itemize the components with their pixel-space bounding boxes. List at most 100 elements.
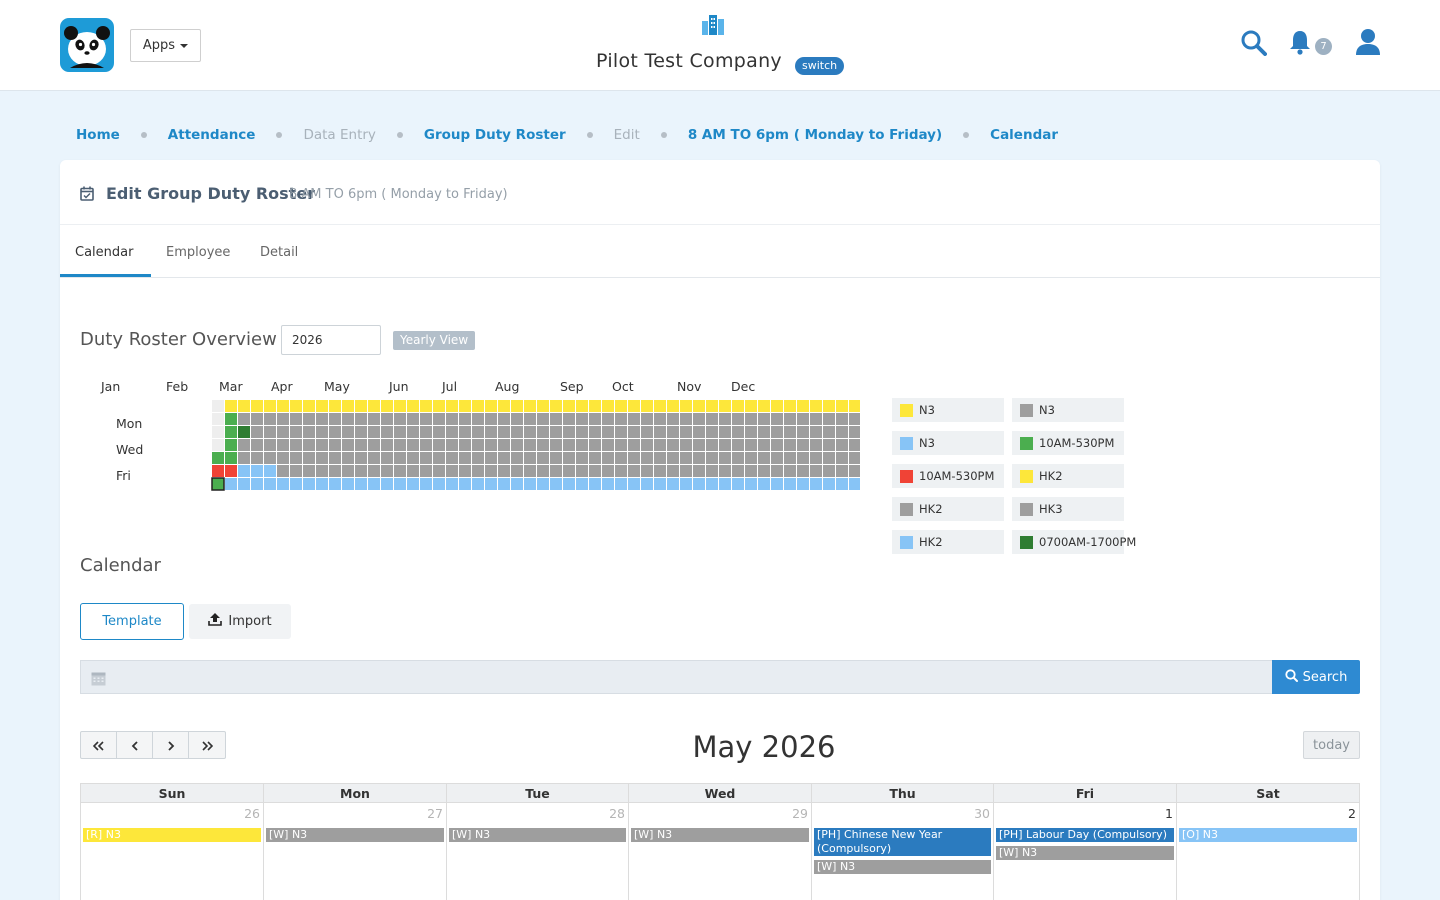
heatmap-day-cell xyxy=(576,400,588,412)
heatmap-day-cell xyxy=(602,400,614,412)
prev-year-button[interactable] xyxy=(81,732,117,758)
heatmap-day-cell xyxy=(537,478,549,490)
heatmap-day-cell xyxy=(459,426,471,438)
heatmap-day-cell xyxy=(485,452,497,464)
heatmap-day-cell xyxy=(797,426,809,438)
legend-label: HK2 xyxy=(919,502,943,516)
switch-company-button[interactable]: switch xyxy=(795,57,845,75)
company-name: Pilot Test Company xyxy=(596,50,782,72)
heatmap-day-cell xyxy=(225,452,237,464)
heatmap-day-cell xyxy=(524,478,536,490)
heatmap-day-cell xyxy=(797,439,809,451)
legend-swatch xyxy=(900,502,913,516)
legend-swatch xyxy=(1020,436,1033,450)
next-year-button[interactable] xyxy=(189,732,225,758)
heatmap-day-cell xyxy=(212,400,224,412)
heatmap-day-cell xyxy=(563,400,575,412)
heatmap-day-cell xyxy=(316,452,328,464)
heatmap-day-cell xyxy=(641,465,653,477)
heatmap-day-cell xyxy=(537,452,549,464)
heatmap-day-cell xyxy=(368,439,380,451)
breadcrumb-calendar[interactable]: Calendar xyxy=(990,127,1058,143)
calendar-event[interactable]: [W] N3 xyxy=(814,860,991,874)
calendar-day-cell[interactable]: 27 [W] N3 xyxy=(264,803,447,900)
next-month-button[interactable] xyxy=(153,732,189,758)
calendar-day-cell[interactable]: 2 [O] N3 xyxy=(1177,803,1359,900)
calendar-event[interactable]: [O] N3 xyxy=(1179,828,1357,842)
weekday-header: Fri xyxy=(994,784,1177,803)
year-input[interactable] xyxy=(281,325,381,355)
heatmap-day-cell xyxy=(667,413,679,425)
tab-detail[interactable]: Detail xyxy=(260,245,299,260)
heatmap-day-cell xyxy=(641,439,653,451)
calendar-event[interactable]: [W] N3 xyxy=(449,828,626,842)
heatmap-day-cell xyxy=(238,452,250,464)
calendar-day-cell[interactable]: 26 [R] N3 xyxy=(81,803,264,900)
heatmap-day-cell xyxy=(810,400,822,412)
heatmap-day-cell xyxy=(745,426,757,438)
calendar-day-cell[interactable]: 1 [PH] Labour Day (Compulsory) [W] N3 xyxy=(994,803,1177,900)
calendar-day-cell[interactable]: 28 [W] N3 xyxy=(447,803,629,900)
calendar-event[interactable]: [R] N3 xyxy=(83,828,261,842)
bell-icon[interactable] xyxy=(1289,29,1311,59)
heatmap-day-cell xyxy=(524,426,536,438)
user-icon[interactable] xyxy=(1355,28,1381,60)
breadcrumb-separator xyxy=(660,132,667,138)
heatmap-day-cell xyxy=(394,413,406,425)
calendar-event[interactable]: [W] N3 xyxy=(266,828,444,842)
search-button[interactable]: Search xyxy=(1272,660,1360,694)
prev-month-button[interactable] xyxy=(117,732,153,758)
breadcrumb-home[interactable]: Home xyxy=(76,127,120,143)
heatmap-day-cell xyxy=(758,426,770,438)
calendar-event[interactable]: [PH] Chinese New Year (Compulsory) xyxy=(814,828,991,856)
panda-logo-icon[interactable] xyxy=(60,18,114,72)
heatmap-day-cell xyxy=(316,439,328,451)
calendar-day-cell[interactable]: 30 [PH] Chinese New Year (Compulsory) [W] … xyxy=(812,803,994,900)
date-range-input[interactable] xyxy=(80,660,1272,694)
tab-employee[interactable]: Employee xyxy=(166,245,231,260)
heatmap-day-cell xyxy=(420,439,432,451)
calendar-event[interactable]: [W] N3 xyxy=(996,846,1174,860)
heatmap-day-cell xyxy=(251,478,263,490)
heatmap-day-cell xyxy=(693,452,705,464)
weekday-header: Mon xyxy=(264,784,447,803)
heatmap-day-cell xyxy=(823,413,835,425)
page-subtitle: 8 AM TO 6pm ( Monday to Friday) xyxy=(289,187,508,202)
heatmap-day-cell xyxy=(667,478,679,490)
heatmap-day-cell xyxy=(680,439,692,451)
heatmap-day-cell xyxy=(784,439,796,451)
heatmap-day-cell xyxy=(394,400,406,412)
breadcrumb-separator xyxy=(963,132,970,138)
legend-swatch xyxy=(1020,535,1033,549)
breadcrumb-roster-name[interactable]: 8 AM TO 6pm ( Monday to Friday) xyxy=(687,127,943,143)
heatmap-day-cell xyxy=(654,413,666,425)
calendar-event[interactable]: [W] N3 xyxy=(631,828,809,842)
month-label: Jul xyxy=(441,379,457,394)
heatmap-day-cell xyxy=(654,400,666,412)
template-button[interactable]: Template xyxy=(80,603,184,640)
heatmap-day-cell xyxy=(563,413,575,425)
heatmap-day-cell xyxy=(823,465,835,477)
heatmap-day-cell xyxy=(706,452,718,464)
legend-swatch xyxy=(1020,502,1033,516)
search-icon[interactable] xyxy=(1240,29,1267,60)
heatmap-day-cell xyxy=(615,465,627,477)
tab-calendar[interactable]: Calendar xyxy=(75,245,134,260)
heatmap-day-cell xyxy=(446,452,458,464)
heatmap-day-cell xyxy=(784,426,796,438)
legend-label: 10AM-530PM xyxy=(1039,436,1115,450)
heatmap-day-cell xyxy=(758,452,770,464)
heatmap-day-cell xyxy=(667,439,679,451)
calendar-event[interactable]: [PH] Labour Day (Compulsory) xyxy=(996,828,1174,842)
breadcrumb-attendance[interactable]: Attendance xyxy=(167,127,256,143)
search-label: Search xyxy=(1302,669,1348,685)
heatmap-day-cell xyxy=(498,478,510,490)
heatmap-day-cell xyxy=(238,439,250,451)
tab-bar: Calendar Employee Detail xyxy=(60,225,1380,278)
apps-menu-button[interactable]: Apps xyxy=(130,29,201,62)
today-button[interactable]: today xyxy=(1303,731,1360,759)
calendar-day-cell[interactable]: 29 [W] N3 xyxy=(629,803,812,900)
import-button[interactable]: Import xyxy=(189,604,291,639)
heatmap-day-cell xyxy=(407,400,419,412)
breadcrumb-group-duty-roster[interactable]: Group Duty Roster xyxy=(423,127,566,143)
